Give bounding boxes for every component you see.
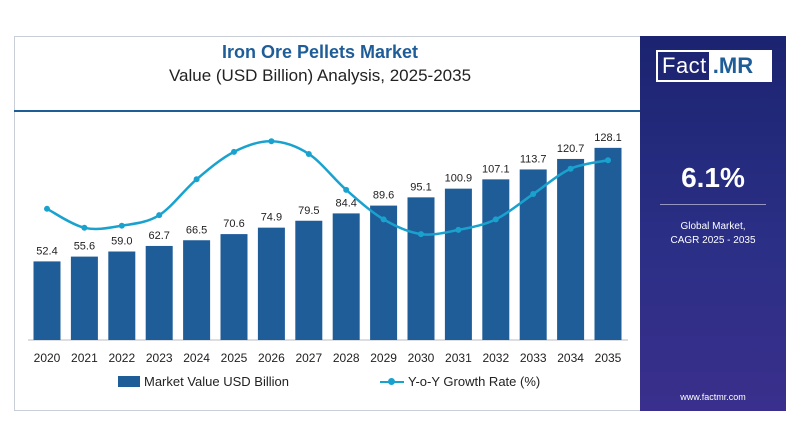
bar-2025 [220,234,248,340]
sidebar-divider [660,204,766,205]
growth-rate-line [46,140,609,236]
bar-value-label-2032: 107.1 [482,163,510,175]
bar-value-label-2021: 55.6 [74,241,95,253]
chart-subtitle: Value (USD Billion) Analysis, 2025-2035 [168,66,472,85]
legend-bar-label: Market Value USD Billion [144,374,289,389]
x-tick-label-2028: 2028 [333,351,360,365]
factmr-logo: Fact .MR [656,50,772,82]
growth-point-2033 [530,191,537,198]
bar-2020 [33,261,61,340]
legend-line-label: Y-o-Y Growth Rate (%) [408,374,541,389]
x-tick-label-2022: 2022 [108,351,135,365]
bar-2023 [145,245,173,340]
growth-point-2020 [44,205,50,212]
bar-value-label-2022: 59.0 [111,236,132,248]
growth-point-2024 [193,176,200,183]
legend-bar-swatch [118,376,140,387]
growth-point-2021 [81,224,88,231]
bar-2030 [407,197,435,340]
bar-value-label-2029: 89.6 [373,190,394,202]
bar-2021 [70,256,98,340]
chart-title: Iron Ore Pellets Market [221,42,419,62]
bar-value-label-2028: 84.4 [335,197,356,209]
bar-value-label-2030: 95.1 [410,181,431,193]
x-tick-label-2025: 2025 [221,351,248,365]
x-tick-label-2023: 2023 [146,351,173,365]
growth-point-2026 [268,138,275,145]
bar-2032 [482,179,510,340]
title-divider [14,110,640,112]
growth-point-2030 [418,231,424,238]
growth-point-2035 [605,157,611,164]
growth-point-2023 [156,212,163,219]
growth-point-2025 [231,148,237,155]
x-tick-label-2032: 2032 [482,351,509,365]
x-tick-label-2031: 2031 [445,351,472,365]
x-tick-label-2035: 2035 [595,351,622,365]
bar-value-label-2025: 70.6 [223,218,244,230]
cagr-label: Global Market, CAGR 2025 - 2035 [640,220,786,248]
x-tick-label-2033: 2033 [520,351,547,365]
bar-value-label-2031: 100.9 [445,173,473,185]
x-tick-label-2027: 2027 [295,351,322,365]
bar-value-label-2035: 128.1 [594,132,622,144]
bar-2022 [108,251,136,340]
x-tick-label-2030: 2030 [408,351,435,365]
growth-point-2034 [567,165,574,172]
cagr-label-line2: CAGR 2025 - 2035 [670,235,756,246]
logo-fact-text: Fact [662,53,707,78]
growth-point-2027 [305,150,312,157]
growth-point-2029 [380,216,387,223]
bar-value-label-2027: 79.5 [298,205,319,217]
x-tick-label-2034: 2034 [557,351,584,365]
bar-2026 [257,227,285,340]
x-tick-label-2021: 2021 [71,351,98,365]
bar-value-label-2020: 52.4 [36,245,57,257]
bar-value-label-2033: 113.7 [520,153,547,165]
x-tick-label-2020: 2020 [34,351,61,365]
bar-2027 [295,220,323,340]
bar-2024 [183,240,211,340]
x-tick-label-2026: 2026 [258,351,285,365]
logo-mr-text: .MR [708,52,770,80]
bar-2033 [519,169,547,340]
bar-2031 [444,188,472,340]
legend-line-entry: Y-o-Y Growth Rate (%) [380,374,540,389]
x-tick-label-2029: 2029 [370,351,397,365]
x-tick-label-2024: 2024 [183,351,210,365]
info-sidebar [640,36,786,411]
growth-point-2032 [492,216,499,223]
growth-point-2022 [118,222,125,229]
bar-2035 [594,147,622,340]
bar-value-label-2023: 62.7 [148,230,169,242]
bar-value-label-2024: 66.5 [186,224,207,236]
cagr-value: 6.1% [681,162,745,193]
bar-value-label-2034: 120.7 [557,143,585,155]
legend-bar-entry: Market Value USD Billion [118,374,289,389]
website-url: www.factmr.com [680,392,746,402]
bar-2028 [332,213,360,340]
cagr-label-line1: Global Market, [680,221,746,232]
growth-point-2028 [343,186,350,193]
legend-line-swatch [380,377,404,385]
bar-value-label-2026: 74.9 [261,212,282,224]
growth-point-2031 [455,226,462,233]
bar-2029 [370,205,398,340]
bar-2034 [557,158,585,340]
